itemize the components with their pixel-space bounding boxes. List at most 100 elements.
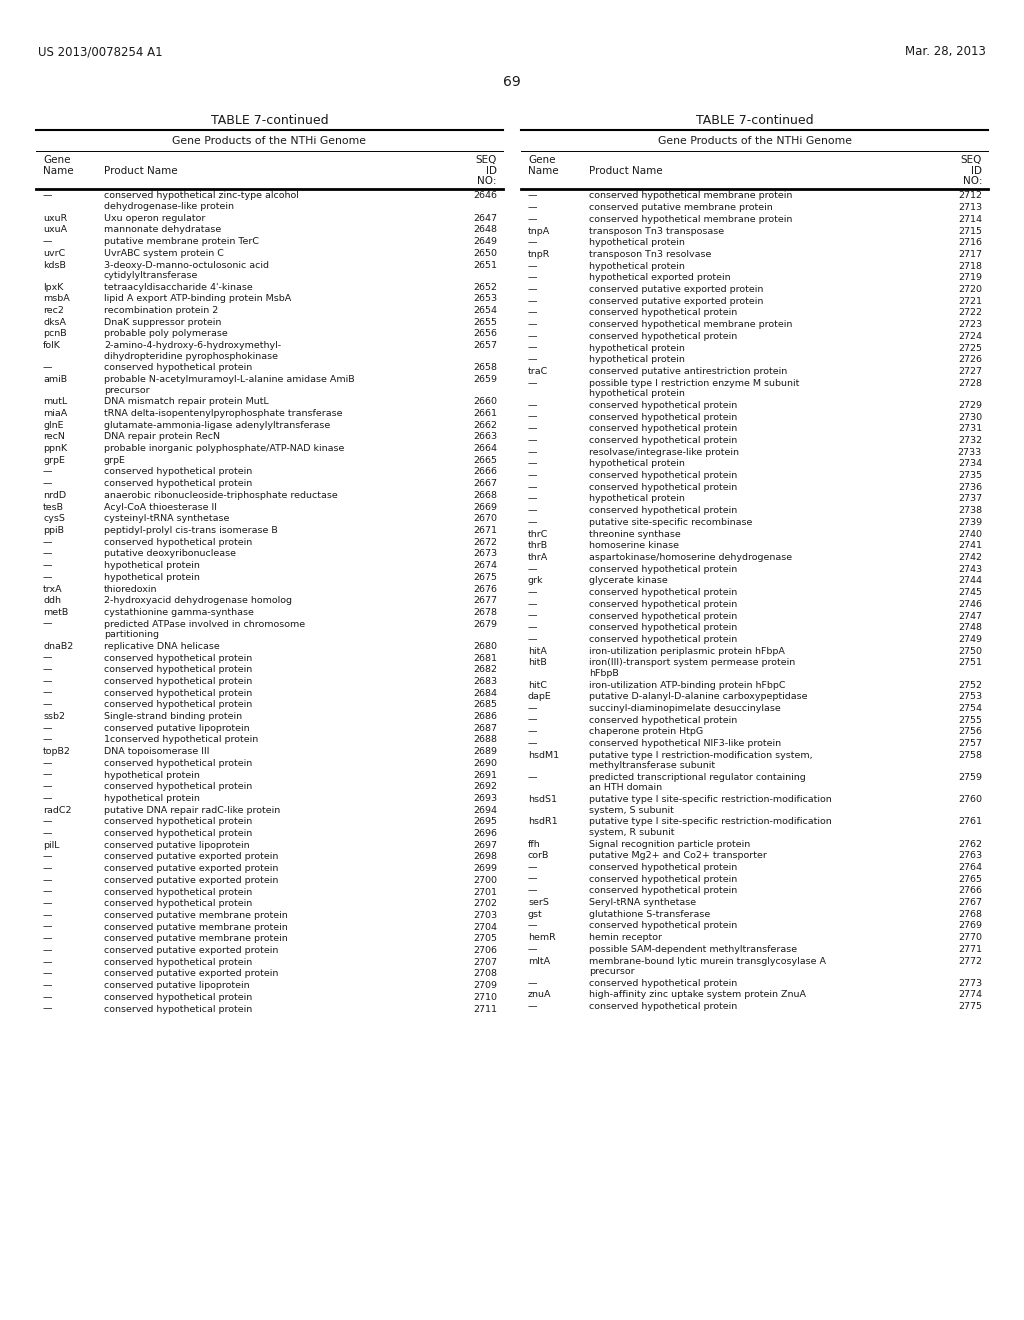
Text: mltA: mltA (528, 957, 550, 965)
Text: —: — (43, 829, 52, 838)
Text: hypothetical protein: hypothetical protein (589, 239, 685, 247)
Text: iron-utilization periplasmic protein hFbpA: iron-utilization periplasmic protein hFb… (589, 647, 784, 656)
Text: 2689: 2689 (473, 747, 497, 756)
Text: —: — (43, 677, 52, 686)
Text: Gene: Gene (43, 154, 71, 165)
Text: 2647: 2647 (473, 214, 497, 223)
Text: 2655: 2655 (473, 318, 497, 327)
Text: 2740: 2740 (958, 529, 982, 539)
Text: conserved hypothetical protein: conserved hypothetical protein (589, 589, 737, 597)
Text: hsdR1: hsdR1 (528, 817, 558, 826)
Text: tetraacyldisaccharide 4'-kinase: tetraacyldisaccharide 4'-kinase (104, 282, 253, 292)
Text: Acyl-CoA thioesterase II: Acyl-CoA thioesterase II (104, 503, 217, 512)
Text: 2761: 2761 (958, 817, 982, 826)
Text: hypothetical protein: hypothetical protein (589, 459, 685, 469)
Text: 2653: 2653 (473, 294, 497, 304)
Text: 2713: 2713 (957, 203, 982, 213)
Text: —: — (43, 689, 52, 697)
Text: uxuR: uxuR (43, 214, 68, 223)
Text: conserved hypothetical protein: conserved hypothetical protein (589, 424, 737, 433)
Text: —: — (528, 875, 538, 883)
Text: —: — (528, 215, 538, 224)
Text: 2683: 2683 (473, 677, 497, 686)
Text: 2659: 2659 (473, 375, 497, 384)
Text: hypothetical exported protein: hypothetical exported protein (589, 273, 731, 282)
Text: 2771: 2771 (958, 945, 982, 954)
Text: succinyl-diaminopimelate desuccinylase: succinyl-diaminopimelate desuccinylase (589, 704, 780, 713)
Text: conserved hypothetical protein: conserved hypothetical protein (589, 565, 737, 574)
Text: tRNA delta-isopentenylpyrophosphate transferase: tRNA delta-isopentenylpyrophosphate tran… (104, 409, 342, 418)
Text: —: — (43, 981, 52, 990)
Text: 2735: 2735 (957, 471, 982, 480)
Text: —: — (43, 363, 52, 372)
Text: 2736: 2736 (957, 483, 982, 492)
Text: 2741: 2741 (958, 541, 982, 550)
Text: chaperone protein HtpG: chaperone protein HtpG (589, 727, 703, 737)
Text: predicted ATPase involved in chromosome: predicted ATPase involved in chromosome (104, 619, 305, 628)
Text: DNA mismatch repair protein MutL: DNA mismatch repair protein MutL (104, 397, 268, 407)
Text: —: — (528, 774, 538, 781)
Text: 2662: 2662 (473, 421, 497, 430)
Text: conserved hypothetical protein: conserved hypothetical protein (589, 506, 737, 515)
Text: mutL: mutL (43, 397, 68, 407)
Text: high-affinity zinc uptake system protein ZnuA: high-affinity zinc uptake system protein… (589, 990, 806, 999)
Text: —: — (43, 923, 52, 932)
Text: hemR: hemR (528, 933, 556, 942)
Text: SEQ: SEQ (475, 154, 497, 165)
Text: 2646: 2646 (473, 191, 497, 201)
Text: putative type I site-specific restriction-modification: putative type I site-specific restrictio… (589, 795, 831, 804)
Text: 2750: 2750 (958, 647, 982, 656)
Text: 2733: 2733 (957, 447, 982, 457)
Text: putative site-specific recombinase: putative site-specific recombinase (589, 517, 753, 527)
Text: tnpA: tnpA (528, 227, 550, 235)
Text: dnaB2: dnaB2 (43, 642, 74, 651)
Text: 2744: 2744 (958, 577, 982, 585)
Text: trxA: trxA (43, 585, 62, 594)
Text: —: — (43, 899, 52, 908)
Text: anaerobic ribonucleoside-triphosphate reductase: anaerobic ribonucleoside-triphosphate re… (104, 491, 338, 500)
Text: 2711: 2711 (473, 1005, 497, 1014)
Text: —: — (528, 447, 538, 457)
Text: Signal recognition particle protein: Signal recognition particle protein (589, 840, 751, 849)
Text: glutamate-ammonia-ligase adenylyltransferase: glutamate-ammonia-ligase adenylyltransfe… (104, 421, 331, 430)
Text: —: — (528, 483, 538, 492)
Text: putative Mg2+ and Co2+ transporter: putative Mg2+ and Co2+ transporter (589, 851, 767, 861)
Text: ssb2: ssb2 (43, 711, 65, 721)
Text: 2746: 2746 (958, 599, 982, 609)
Text: 2723: 2723 (957, 321, 982, 329)
Text: uvrC: uvrC (43, 248, 66, 257)
Text: hFbpB: hFbpB (589, 669, 618, 677)
Text: membrane-bound lytic murein transglycosylase A: membrane-bound lytic murein transglycosy… (589, 957, 826, 965)
Text: 2679: 2679 (473, 619, 497, 628)
Text: 3-deoxy-D-manno-octulosonic acid: 3-deoxy-D-manno-octulosonic acid (104, 260, 269, 269)
Text: ddh: ddh (43, 597, 61, 605)
Text: cytidylyltransferase: cytidylyltransferase (104, 271, 199, 280)
Text: 2773: 2773 (957, 978, 982, 987)
Text: system, R subunit: system, R subunit (589, 828, 675, 837)
Text: pilL: pilL (43, 841, 59, 850)
Text: probable N-acetylmuramoyl-L-alanine amidase AmiB: probable N-acetylmuramoyl-L-alanine amid… (104, 375, 354, 384)
Text: conserved hypothetical protein: conserved hypothetical protein (104, 958, 252, 966)
Text: transposon Tn3 resolvase: transposon Tn3 resolvase (589, 249, 712, 259)
Text: conserved hypothetical protein: conserved hypothetical protein (104, 363, 252, 372)
Text: —: — (43, 573, 52, 582)
Text: conserved hypothetical protein: conserved hypothetical protein (589, 599, 737, 609)
Text: conserved hypothetical protein: conserved hypothetical protein (589, 875, 737, 883)
Text: —: — (43, 817, 52, 826)
Text: hypothetical protein: hypothetical protein (104, 573, 200, 582)
Text: replicative DNA helicase: replicative DNA helicase (104, 642, 220, 651)
Text: ffh: ffh (528, 840, 541, 849)
Text: 2708: 2708 (473, 969, 497, 978)
Text: —: — (528, 343, 538, 352)
Text: conserved hypothetical protein: conserved hypothetical protein (589, 886, 737, 895)
Text: NO:: NO: (963, 176, 982, 186)
Text: dksA: dksA (43, 318, 66, 327)
Text: 2669: 2669 (473, 503, 497, 512)
Text: 2724: 2724 (958, 331, 982, 341)
Text: Gene Products of the NTHi Genome: Gene Products of the NTHi Genome (172, 136, 367, 147)
Text: conserved hypothetical protein: conserved hypothetical protein (589, 436, 737, 445)
Text: threonine synthase: threonine synthase (589, 529, 681, 539)
Text: —: — (43, 561, 52, 570)
Text: 2677: 2677 (473, 597, 497, 605)
Text: —: — (528, 921, 538, 931)
